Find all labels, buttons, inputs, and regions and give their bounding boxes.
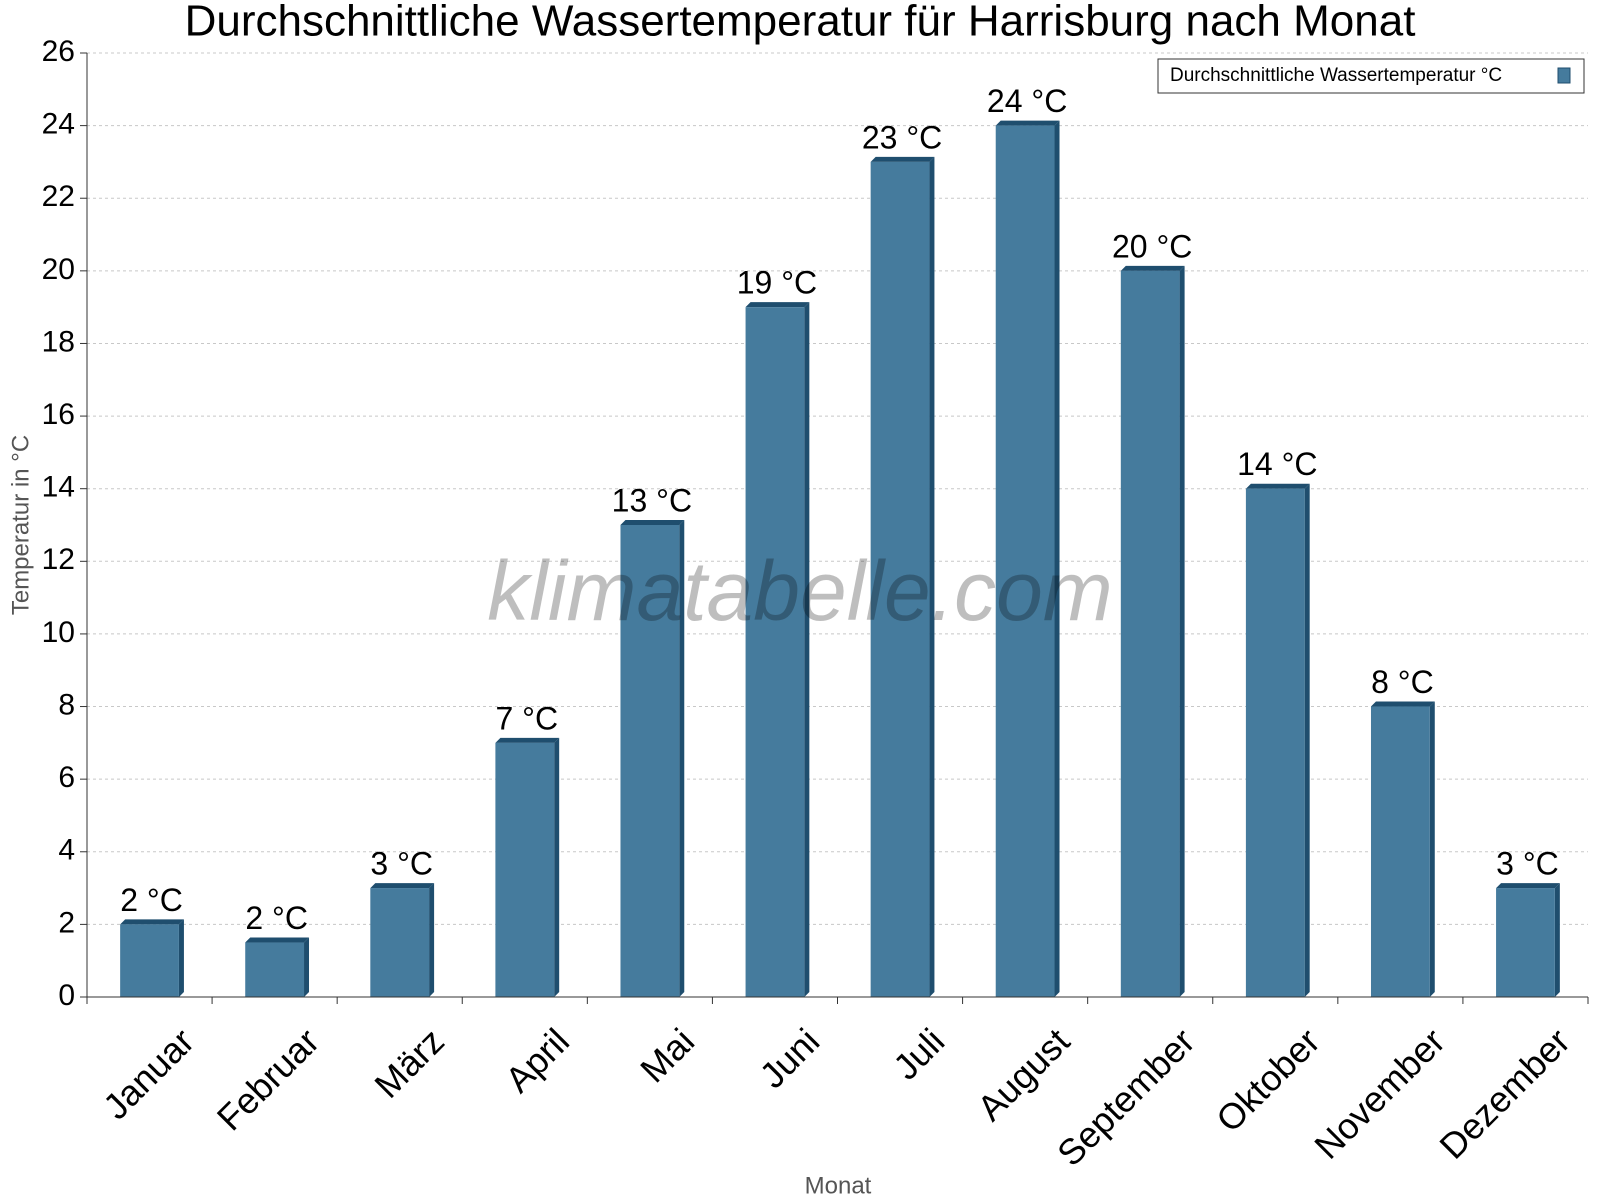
- data-label: 2 °C: [245, 900, 308, 936]
- y-tick-label: 24: [42, 108, 75, 141]
- bar-top: [1120, 265, 1185, 271]
- x-axis-title: Monat: [805, 1172, 872, 1199]
- bar-side: [1304, 483, 1310, 997]
- y-tick-label: 0: [58, 979, 75, 1012]
- bar: [495, 742, 555, 997]
- data-label: 24 °C: [987, 83, 1067, 119]
- bar-top: [620, 520, 685, 525]
- bar-side: [929, 156, 935, 997]
- bar-top: [870, 156, 935, 162]
- bar: [1245, 488, 1305, 997]
- y-tick-label: 20: [42, 253, 75, 286]
- data-label: 20 °C: [1112, 228, 1192, 264]
- legend-swatch: [1557, 67, 1571, 84]
- bar: [245, 942, 305, 997]
- chart-title: Durchschnittliche Wassertemperatur für H…: [185, 0, 1416, 46]
- y-tick-label: 6: [58, 761, 75, 794]
- data-label: 19 °C: [737, 265, 817, 301]
- bar: [120, 924, 179, 997]
- y-tick-label: 14: [42, 471, 75, 504]
- bars: [120, 120, 1560, 998]
- watermark: klimatabelle.com: [487, 544, 1113, 638]
- bar-side: [1554, 883, 1560, 997]
- y-tick-label: 10: [42, 616, 75, 649]
- bar-top: [495, 737, 560, 743]
- data-label: 3 °C: [1496, 846, 1559, 882]
- y-tick-label: 12: [42, 543, 75, 576]
- bar-top: [745, 302, 810, 308]
- data-label: 23 °C: [862, 119, 942, 155]
- bar: [370, 888, 430, 997]
- bar-top: [120, 919, 184, 925]
- bar-side: [1179, 265, 1185, 997]
- bar-top: [995, 120, 1060, 126]
- legend-box: [1157, 58, 1585, 94]
- bar: [995, 125, 1055, 998]
- bar-side: [554, 737, 560, 997]
- y-tick-label: 4: [58, 834, 75, 867]
- y-tick-label: 8: [58, 688, 75, 721]
- bar: [1496, 888, 1555, 997]
- bar: [1120, 270, 1180, 997]
- y-axis-title: Temperatur in °C: [7, 435, 34, 615]
- bar-side: [304, 937, 310, 997]
- y-tick-label: 22: [42, 180, 75, 213]
- bar: [870, 161, 930, 997]
- data-label: 3 °C: [370, 846, 433, 882]
- bar: [620, 525, 680, 997]
- y-tick-label: 26: [42, 35, 75, 68]
- y-tick-label: 18: [42, 325, 75, 358]
- bar-top: [245, 937, 310, 943]
- bar-side: [1054, 120, 1060, 998]
- data-label: 14 °C: [1237, 446, 1317, 482]
- y-tick-label: 2: [58, 906, 75, 939]
- bar-side: [178, 919, 184, 997]
- bar: [745, 307, 805, 998]
- data-label: 13 °C: [612, 482, 692, 518]
- bar-top: [1496, 883, 1560, 889]
- bar-top: [1370, 701, 1435, 707]
- legend: Durchschnittliche Wassertemperatur °C: [1157, 58, 1585, 94]
- data-label: 7 °C: [495, 700, 558, 736]
- bar-side: [804, 302, 810, 998]
- bar-side: [429, 883, 435, 997]
- y-tick-label: 16: [42, 398, 75, 431]
- bar-side: [1429, 701, 1435, 997]
- bar-side: [679, 520, 685, 997]
- bar-top: [370, 883, 435, 889]
- grid: [87, 52, 1588, 925]
- bar-top: [1245, 483, 1310, 489]
- data-label: 2 °C: [120, 882, 183, 918]
- data-label: 8 °C: [1371, 664, 1434, 700]
- bar: [1370, 706, 1430, 997]
- legend-label: Durchschnittliche Wassertemperatur °C: [1170, 65, 1502, 86]
